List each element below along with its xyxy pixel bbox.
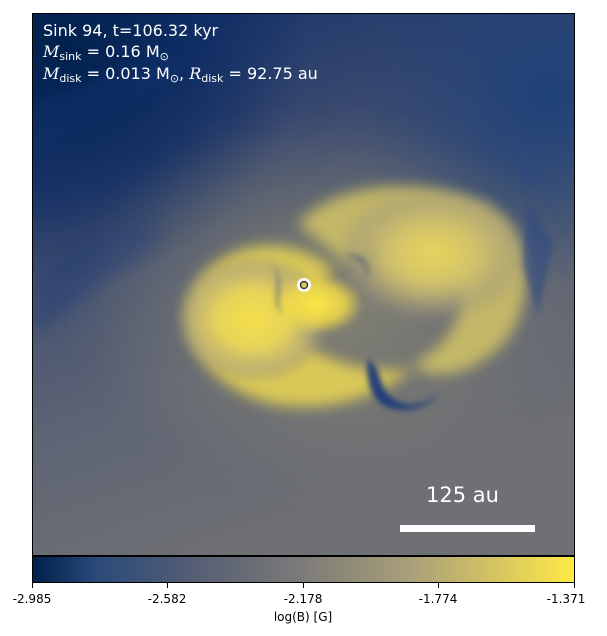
scale-bar bbox=[400, 525, 535, 532]
colorbar-tick bbox=[32, 583, 33, 588]
annotation-disk-props: Mdisk = 0.013 M⊙, Rdisk = 92.75 au bbox=[43, 64, 318, 89]
disk-mass-value: = 0.013 M bbox=[81, 64, 170, 83]
colorbar-tick bbox=[438, 583, 439, 588]
sink-mass-subscript: sink bbox=[59, 50, 82, 63]
colorbar-tick-label: -2.178 bbox=[283, 592, 323, 606]
scale-bar-label: 125 au bbox=[426, 483, 499, 507]
annotation-sink-mass: Msink = 0.16 M⊙ bbox=[43, 42, 169, 67]
annotation-sink-time: Sink 94, t=106.32 kyr bbox=[43, 21, 218, 41]
sink-mass-value: = 0.16 M bbox=[81, 42, 160, 61]
sink-circle-icon bbox=[297, 278, 311, 292]
sink-circle-inner-icon bbox=[299, 280, 309, 290]
colorbar-label: log(B) [G] bbox=[273, 610, 333, 624]
field-image bbox=[33, 14, 574, 555]
colorbar-tick-label: -1.371 bbox=[546, 592, 586, 606]
annotation-separator: , bbox=[179, 64, 190, 83]
disk-radius-symbol: R bbox=[189, 64, 202, 83]
colorbar-tick-label: -2.582 bbox=[147, 592, 187, 606]
colorbar-tick bbox=[303, 583, 304, 588]
solar-symbol: ⊙ bbox=[159, 50, 169, 63]
disk-radius-value: = 92.75 au bbox=[223, 64, 318, 83]
colorbar-tick-label: -2.985 bbox=[12, 592, 52, 606]
magnetic-field-map: Sink 94, t=106.32 kyr Msink = 0.16 M⊙ Md… bbox=[32, 13, 575, 556]
disk-mass-subscript: disk bbox=[59, 72, 82, 85]
solar-symbol-2: ⊙ bbox=[169, 72, 180, 85]
colorbar-tick bbox=[167, 583, 168, 588]
sink-marker-layer bbox=[297, 278, 311, 292]
disk-mass-symbol: M bbox=[43, 64, 60, 83]
colorbar-tick bbox=[574, 583, 575, 588]
colorbar-tick-label: -1.774 bbox=[418, 592, 458, 606]
colorbar bbox=[32, 556, 575, 583]
sink-mass-symbol: M bbox=[43, 42, 60, 61]
annotation-sink-time-text: Sink 94, t=106.32 kyr bbox=[43, 21, 219, 40]
disk-radius-subscript: disk bbox=[201, 72, 224, 85]
